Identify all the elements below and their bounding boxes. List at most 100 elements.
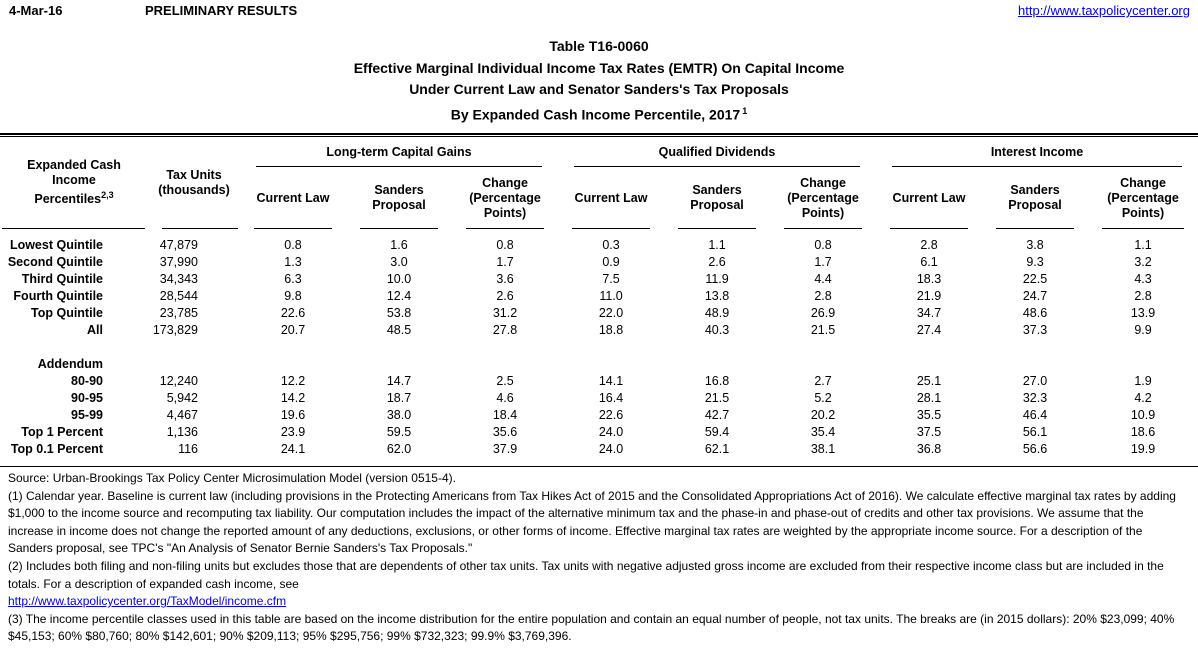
- cell-value: 14.1: [598, 373, 624, 388]
- cell-value: 16.4: [598, 390, 624, 405]
- cell-value: 10.9: [1130, 407, 1156, 422]
- column-header-line: Proposal: [372, 198, 426, 212]
- cell-value: 3.0: [390, 254, 408, 269]
- cell-value: 1.6: [390, 237, 408, 252]
- cell-value: 18.3: [916, 271, 942, 286]
- cell-value: 6.3: [284, 271, 302, 286]
- row-label: 80-90: [71, 373, 103, 388]
- cell-value: 35.4: [810, 424, 836, 439]
- column-header-line: Points): [801, 205, 845, 220]
- cell-value: 20.7: [280, 322, 306, 337]
- row-header-line1: Expanded Cash Income: [27, 158, 121, 188]
- column-header: Current Law: [240, 167, 346, 229]
- table-main-title: Effective Marginal Individual Income Tax…: [353, 59, 845, 76]
- cell-value: 31.2: [492, 305, 518, 320]
- column-header-line: (Percentage: [1107, 190, 1179, 205]
- column-header-line: Change: [800, 175, 846, 190]
- cell-value: 1.1: [708, 237, 726, 252]
- tax-units-header-line1: Tax Units: [166, 168, 222, 182]
- group-header-interest-income: Interest Income: [876, 137, 1198, 167]
- table-row: Second Quintile 37,990 1.3 3.0 1.7 0.9 2.6 1.7 6…: [0, 253, 1198, 270]
- tpc-website-link[interactable]: http://www.taxpolicycenter.org: [1018, 3, 1190, 18]
- table-subtitle-2: By Expanded Cash Income Percentile, 2017…: [0, 101, 1198, 126]
- cell-value: 37.9: [492, 441, 518, 456]
- cell-value: 0.8: [284, 237, 302, 252]
- group-header-ltcg: Long-term Capital Gains: [240, 137, 558, 167]
- cell-value: 0.3: [602, 237, 620, 252]
- column-header-line: Proposal: [690, 198, 744, 212]
- cell-value: 34.7: [916, 305, 942, 320]
- spacer-cell: [0, 338, 1198, 355]
- cell-value: 62.0: [386, 441, 412, 456]
- cell-value: 5.2: [814, 390, 832, 405]
- table-subtitle-2-text: By Expanded Cash Income Percentile, 2017: [450, 106, 741, 123]
- table-subtitle: Under Current Law and Senator Sanders's …: [409, 81, 789, 97]
- cell-value: 18.4: [492, 407, 518, 422]
- cell-value: 59.4: [704, 424, 730, 439]
- cell-value: 0.8: [496, 237, 514, 252]
- cell-value: 9.9: [1134, 322, 1152, 337]
- cell-value: 13.9: [1130, 305, 1156, 320]
- title-block: Table T16-0060 Effective Marginal Indivi…: [0, 36, 1198, 126]
- tax-units-value: 173,829: [152, 322, 198, 337]
- cell-value: 48.9: [704, 305, 730, 320]
- footnote-1: (1) Calendar year. Baseline is current l…: [8, 488, 1176, 556]
- cell-value: 21.5: [810, 322, 836, 337]
- cell-value: 37.5: [916, 424, 942, 439]
- cell-value: 1.1: [1134, 237, 1152, 252]
- table-number-title: Table T16-0060: [549, 38, 649, 54]
- cell-value: 22.0: [598, 305, 624, 320]
- tax-units-header-line2: (thousands): [158, 183, 230, 197]
- cell-value: 14.2: [280, 390, 306, 405]
- cell-value: 6.1: [920, 254, 938, 269]
- cell-value: 3.6: [496, 271, 514, 286]
- cell-value: 4.2: [1134, 390, 1152, 405]
- cell-value: 12.4: [386, 288, 412, 303]
- row-label: 90-95: [71, 390, 103, 405]
- column-header-line: Current Law: [256, 190, 330, 205]
- cell-value: 35.6: [492, 424, 518, 439]
- cell-value: 2.7: [814, 373, 832, 388]
- cell-value: 35.5: [916, 407, 942, 422]
- cell-value: 21.9: [916, 288, 942, 303]
- cell-value: 2.6: [496, 288, 514, 303]
- cell-value: 2.6: [708, 254, 726, 269]
- cell-value: 20.2: [810, 407, 836, 422]
- footnote-2: (2) Includes both filing and non-filing …: [8, 558, 1164, 591]
- cell-value: 59.5: [386, 424, 412, 439]
- income-definition-link[interactable]: http://www.taxpolicycenter.org/TaxModel/…: [8, 594, 287, 609]
- footnotes-section: Source: Urban-Brookings Tax Policy Cente…: [0, 466, 1198, 646]
- cell-value: 46.4: [1022, 407, 1048, 422]
- addendum-header-row: Addendum: [0, 355, 1198, 372]
- column-header: Sanders Proposal: [346, 167, 452, 229]
- preliminary-results-label: PRELIMINARY RESULTS: [145, 3, 298, 18]
- footnote-1-marker: 1: [742, 105, 748, 116]
- cell-value: 1.7: [814, 254, 832, 269]
- row-label: Third Quintile: [21, 271, 103, 286]
- cell-value: 0.8: [814, 237, 832, 252]
- column-header: Change (Percentage Points): [1088, 167, 1198, 229]
- cell-value: 21.5: [704, 390, 730, 405]
- cell-value: 24.0: [598, 441, 624, 456]
- cell-value: 11.0: [599, 288, 623, 303]
- tax-units-value: 34,343: [159, 271, 198, 286]
- table-row: Third Quintile 34,343 6.3 10.0 3.6 7.5 11.9 4.4…: [0, 270, 1198, 287]
- column-header-line: Sanders: [692, 183, 742, 197]
- cell-value: 18.7: [386, 390, 412, 405]
- cell-value: 13.8: [704, 288, 730, 303]
- cell-value: 9.8: [284, 288, 302, 303]
- column-header: Current Law: [558, 167, 664, 229]
- table-row: 95-99 4,467 19.6 38.0 18.4 22.6 42.7 20.2 35.5 46…: [0, 406, 1198, 423]
- group-header-row: Expanded Cash Income Percentiles2,3 Tax …: [0, 137, 1198, 229]
- tax-units-value: 116: [178, 441, 198, 456]
- cell-value: 19.9: [1130, 441, 1156, 456]
- table-row: Lowest Quintile 47,879 0.8 1.6 0.8 0.3 1.1 0.8 2…: [0, 229, 1198, 253]
- column-header-line: Points): [1121, 205, 1165, 220]
- cell-value: 4.6: [496, 390, 514, 405]
- group-header-qualified-dividends: Qualified Dividends: [558, 137, 876, 167]
- table-row: Top Quintile 23,785 22.6 53.8 31.2 22.0 48.9 26…: [0, 304, 1198, 321]
- column-header-line: Sanders: [1010, 183, 1060, 197]
- cell-value: 16.8: [704, 373, 730, 388]
- cell-value: 0.9: [602, 254, 620, 269]
